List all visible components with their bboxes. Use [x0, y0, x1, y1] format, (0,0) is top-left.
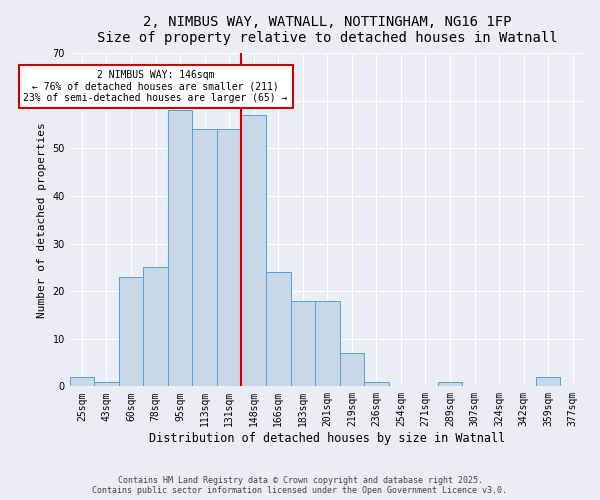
Y-axis label: Number of detached properties: Number of detached properties	[37, 122, 47, 318]
Bar	[217, 130, 241, 386]
Bar	[119, 277, 143, 386]
Bar	[340, 353, 364, 386]
Text: Contains HM Land Registry data © Crown copyright and database right 2025.
Contai: Contains HM Land Registry data © Crown c…	[92, 476, 508, 495]
Bar	[193, 130, 217, 386]
Text: 2 NIMBUS WAY: 146sqm
← 76% of detached houses are smaller (211)
23% of semi-deta: 2 NIMBUS WAY: 146sqm ← 76% of detached h…	[23, 70, 288, 103]
Bar	[168, 110, 193, 386]
X-axis label: Distribution of detached houses by size in Watnall: Distribution of detached houses by size …	[149, 432, 505, 445]
Bar	[364, 382, 389, 386]
Bar	[266, 272, 290, 386]
Bar	[438, 382, 463, 386]
Bar	[143, 268, 168, 386]
Bar	[94, 382, 119, 386]
Bar	[70, 377, 94, 386]
Bar	[315, 300, 340, 386]
Bar	[536, 377, 560, 386]
Title: 2, NIMBUS WAY, WATNALL, NOTTINGHAM, NG16 1FP
Size of property relative to detach: 2, NIMBUS WAY, WATNALL, NOTTINGHAM, NG16…	[97, 15, 557, 45]
Bar	[241, 115, 266, 386]
Bar	[290, 300, 315, 386]
